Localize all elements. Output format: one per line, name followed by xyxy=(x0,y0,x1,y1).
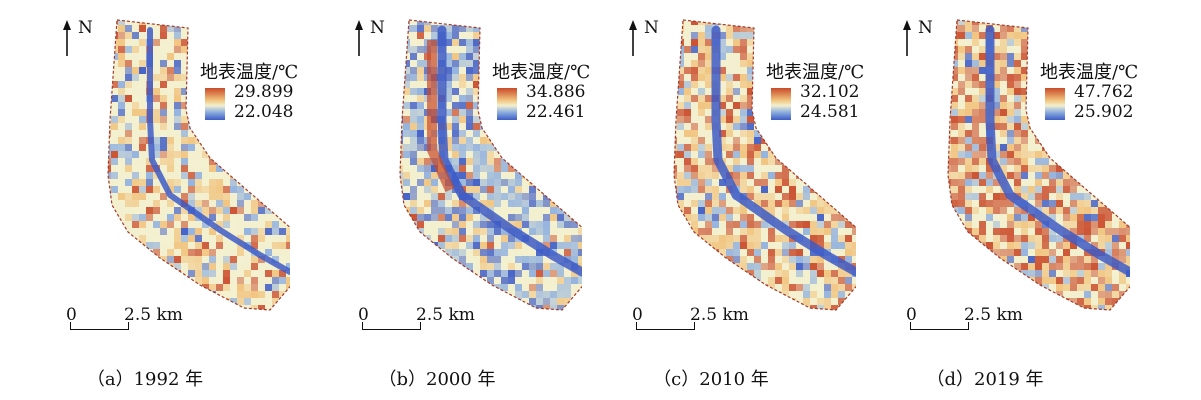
scale-line xyxy=(910,329,968,330)
legend-max-value: 34.886 xyxy=(526,82,586,102)
legend-title: 地表温度/℃ xyxy=(1040,62,1139,83)
legend-color-ramp xyxy=(771,88,791,120)
scale-tick-start xyxy=(362,322,363,330)
scale-tick-start xyxy=(910,322,911,330)
legend-min-value: 24.581 xyxy=(800,102,860,122)
legend-title: 地表温度/℃ xyxy=(200,62,299,83)
panel-caption: （d）2019 年 xyxy=(926,369,1044,390)
scale-end-label: 2.5 km xyxy=(124,305,183,325)
legend-title: 地表温度/℃ xyxy=(492,62,591,83)
study-area-boundary xyxy=(107,19,290,311)
legend: 地表温度/℃ 34.886 22.461 xyxy=(492,58,632,122)
scale-tick-start xyxy=(70,322,71,330)
scale-tick-end xyxy=(420,322,421,330)
river-channel xyxy=(985,25,1130,277)
scale-tick-end xyxy=(694,322,695,330)
legend: 地表温度/℃ 47.762 25.902 xyxy=(1040,58,1180,122)
panel-caption: （b）2000 年 xyxy=(378,369,496,390)
north-label: N xyxy=(918,18,933,38)
map-panel-b: N 地表温度/℃ 34.886 22.461 0 2.5 km （b）2000 … xyxy=(292,0,590,400)
river-channel xyxy=(711,25,856,277)
scale-start-label: 0 xyxy=(358,305,369,325)
north-label: N xyxy=(78,18,93,38)
scale-line xyxy=(70,329,128,330)
north-arrow-icon xyxy=(903,20,911,56)
scale-start-label: 0 xyxy=(66,305,77,325)
legend-max-value: 29.899 xyxy=(234,82,294,102)
legend-title: 地表温度/℃ xyxy=(766,62,865,83)
north-arrow: N xyxy=(352,18,392,60)
scale-start-label: 0 xyxy=(632,305,643,325)
river-channel xyxy=(437,25,582,277)
legend-color-ramp xyxy=(205,88,225,120)
scale-tick-start xyxy=(636,322,637,330)
study-area-boundary xyxy=(399,19,582,311)
scale-start-label: 0 xyxy=(906,305,917,325)
scale-bar: 0 2.5 km xyxy=(632,305,754,335)
scale-tick-end xyxy=(128,322,129,330)
legend-color-ramp xyxy=(497,88,517,120)
north-arrow-icon xyxy=(629,20,637,56)
scale-bar: 0 2.5 km xyxy=(906,305,1028,335)
north-arrow-icon xyxy=(63,20,71,56)
study-area-boundary xyxy=(673,19,856,311)
scale-line xyxy=(636,329,694,330)
study-area-boundary xyxy=(947,19,1130,311)
north-arrow: N xyxy=(60,18,100,60)
map-panel-c: N 地表温度/℃ 32.102 24.581 0 2.5 km （c）2010 … xyxy=(566,0,864,400)
scale-end-label: 2.5 km xyxy=(690,305,749,325)
scale-tick-end xyxy=(968,322,969,330)
legend-max-value: 47.762 xyxy=(1074,82,1134,102)
lst-map-b xyxy=(399,19,582,311)
legend-color-ramp xyxy=(1045,88,1065,120)
legend-min-value: 25.902 xyxy=(1074,102,1134,122)
legend-min-value: 22.461 xyxy=(526,102,586,122)
north-arrow-icon xyxy=(355,20,363,56)
lst-map-c xyxy=(673,19,856,311)
scale-end-label: 2.5 km xyxy=(964,305,1023,325)
north-arrow: N xyxy=(626,18,666,60)
legend: 地表温度/℃ 32.102 24.581 xyxy=(766,58,906,122)
map-panel-a: N 地表温度/℃ 29.899 22.048 0 2.5 km （a）1992 … xyxy=(0,0,298,400)
river-channel xyxy=(147,27,290,275)
north-label: N xyxy=(644,18,659,38)
scale-end-label: 2.5 km xyxy=(416,305,475,325)
panel-caption: （a）1992 年 xyxy=(86,369,204,390)
lst-map-d xyxy=(947,19,1130,311)
legend-max-value: 32.102 xyxy=(800,82,860,102)
panel-caption: （c）2010 年 xyxy=(653,369,769,390)
scale-line xyxy=(362,329,420,330)
north-arrow: N xyxy=(900,18,940,60)
legend-min-value: 22.048 xyxy=(234,102,294,122)
scale-bar: 0 2.5 km xyxy=(66,305,188,335)
legend: 地表温度/℃ 29.899 22.048 xyxy=(200,58,340,122)
scale-bar: 0 2.5 km xyxy=(358,305,480,335)
north-label: N xyxy=(370,18,385,38)
map-panel-d: N 地表温度/℃ 47.762 25.902 0 2.5 km （d）2019 … xyxy=(840,0,1138,400)
